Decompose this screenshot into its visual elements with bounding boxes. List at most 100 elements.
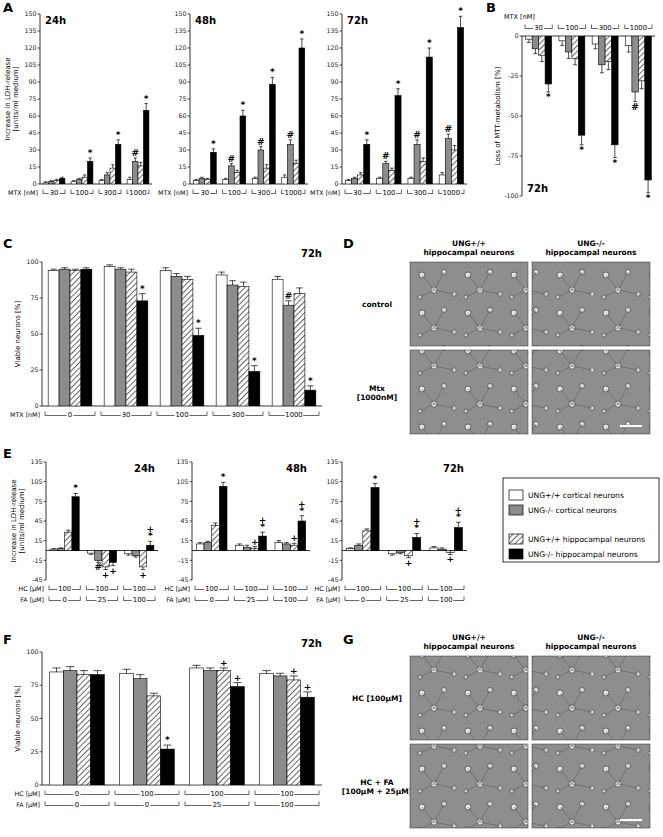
error-line <box>595 44 596 49</box>
y-label: Viable neurons [%] <box>14 301 22 368</box>
significance: * <box>88 148 93 158</box>
error-cap <box>66 530 70 531</box>
bar <box>105 175 110 184</box>
y-tick <box>40 751 43 752</box>
bar <box>143 110 148 184</box>
significance-part: # <box>382 151 390 161</box>
category-label: 30 <box>122 411 131 419</box>
error-line <box>277 276 278 279</box>
column-label: hippocampal neurons <box>545 642 637 651</box>
bar <box>258 150 264 184</box>
error-cap <box>52 548 56 549</box>
y-tick <box>188 65 191 66</box>
category-bracket <box>428 597 464 601</box>
category-bracket <box>252 190 276 194</box>
error-cap <box>83 267 90 268</box>
bar <box>205 179 211 184</box>
y-tick-label: 100 <box>26 258 38 265</box>
bar <box>612 36 618 145</box>
y-tick-label: 15 <box>178 163 186 170</box>
error-cap <box>390 168 394 169</box>
error-bar <box>162 268 169 271</box>
error-cap <box>440 547 445 548</box>
error-bar <box>260 532 265 536</box>
y-tick <box>40 718 43 719</box>
error-cap <box>218 272 225 273</box>
error-cap <box>173 273 180 274</box>
error-line <box>575 58 576 64</box>
y-tick <box>44 521 47 522</box>
significance-part: * <box>546 92 551 102</box>
chart-title: 24h <box>45 15 66 26</box>
bar <box>70 271 81 406</box>
y-tick-label: -25 <box>508 72 518 79</box>
chart: 0153045607590105120135150###****MTX [nM]… <box>310 6 467 197</box>
error-bar <box>134 158 137 161</box>
chart: -45-15154575105135#++*++*HC [µM]10010010… <box>10 458 158 604</box>
chart: -45-15154575105135++*+*+*HC [µM]10010010… <box>315 458 468 604</box>
bar <box>249 371 260 406</box>
chart-title: 48h <box>195 15 216 26</box>
error-bar <box>289 140 292 145</box>
y-tick <box>40 785 43 786</box>
category-bracket <box>269 412 319 416</box>
micrograph <box>410 744 528 828</box>
category-bracket <box>45 802 109 806</box>
bar <box>234 173 240 184</box>
bar <box>565 36 571 52</box>
bar <box>160 271 171 406</box>
significance: +* <box>146 524 154 541</box>
error-cap <box>206 178 209 179</box>
error-bar <box>580 135 584 145</box>
bar <box>605 36 611 62</box>
error-bar <box>378 177 382 178</box>
error-bar <box>356 544 361 545</box>
error-bar <box>237 544 242 545</box>
bar <box>290 545 298 550</box>
bar <box>578 36 584 135</box>
error-line <box>293 676 294 680</box>
error-line <box>254 366 255 372</box>
error-bar <box>50 269 57 270</box>
bar <box>446 551 454 553</box>
category-label: 100 <box>228 189 241 197</box>
category-label: 100 <box>176 411 189 419</box>
significance-part: + <box>304 682 312 692</box>
error-bar <box>128 269 135 272</box>
category-bracket <box>439 190 464 194</box>
error-bar <box>415 140 419 145</box>
bar <box>212 526 220 551</box>
significance: # <box>228 154 236 164</box>
error-line <box>296 160 297 163</box>
category-label: 0 <box>361 596 365 604</box>
error-line <box>153 693 154 696</box>
category-bracket <box>345 190 370 194</box>
significance: * <box>241 100 246 110</box>
y-tick <box>340 116 343 117</box>
error-cap <box>265 164 268 165</box>
bar <box>252 178 258 184</box>
error-bar <box>83 268 90 269</box>
error-bar <box>633 92 637 102</box>
category-bracket <box>558 25 585 29</box>
column-label: hippocampal neurons <box>423 248 515 257</box>
significance: # <box>445 124 453 134</box>
error-bar <box>251 366 258 372</box>
bar <box>645 36 651 180</box>
row-label: control <box>362 300 392 309</box>
significance: * <box>221 472 226 482</box>
y-tick-label: 0 <box>34 402 38 409</box>
error-line <box>266 671 267 674</box>
significance-part: * <box>241 100 246 110</box>
bar <box>204 543 212 551</box>
error-bar <box>440 173 444 175</box>
x-label: FA [µM] <box>16 801 40 809</box>
category-label: 100 <box>284 596 297 604</box>
x-label: HC [µM] <box>165 585 191 593</box>
micrograph <box>410 656 528 740</box>
micrograph-panel: UNG+/+hippocampal neuronsUNG-/-hippocamp… <box>357 239 650 434</box>
significance-part: * <box>116 130 121 140</box>
error-bar <box>414 533 419 537</box>
y-tick-label: 75 <box>330 498 338 505</box>
significance-part: # <box>131 148 139 158</box>
